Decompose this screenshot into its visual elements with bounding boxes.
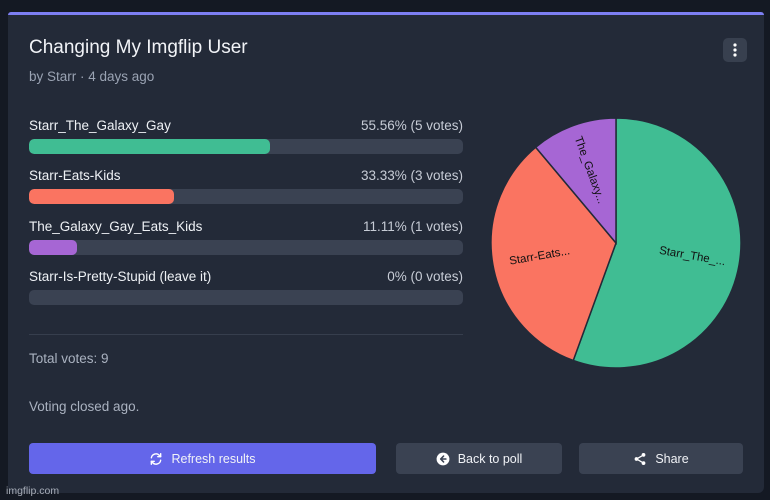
option-progress-fill (29, 240, 78, 255)
refresh-results-button[interactable]: Refresh results (29, 443, 376, 474)
more-options-button[interactable] (723, 38, 747, 62)
poll-meta: by Starr · 4 days ago (29, 69, 155, 84)
option-progress-track (29, 240, 463, 255)
pie-slice (490, 146, 617, 362)
share-label: Share (655, 451, 689, 466)
refresh-results-label: Refresh results (171, 451, 256, 466)
share-button[interactable]: Share (579, 443, 743, 474)
option-result: 11.11% (1 votes) (362, 219, 463, 234)
option-result: 0% (0 votes) (387, 269, 463, 284)
total-votes: Total votes: 9 (29, 351, 109, 366)
more-vertical-icon (733, 43, 737, 57)
arrow-left-circle-icon (436, 452, 450, 465)
option-progress-track (29, 290, 463, 305)
option-progress-track (29, 139, 463, 154)
pie-slice (572, 117, 742, 369)
option-result: 55.56% (5 votes) (360, 118, 463, 133)
back-to-poll-label: Back to poll (457, 451, 523, 466)
share-icon (634, 452, 646, 465)
pie-slice (534, 117, 617, 246)
back-to-poll-button[interactable]: Back to poll (396, 443, 562, 474)
option-progress-fill (29, 139, 271, 154)
option-progress-fill (29, 189, 174, 204)
watermark: imgflip.com (6, 485, 60, 497)
option-label: Starr_The_Galaxy_Gay (29, 118, 171, 133)
refresh-icon (151, 452, 162, 465)
results-pie-chart: Starr_The_...Starr-Eats...The_Galaxy... (490, 117, 742, 369)
option-progress-track (29, 189, 463, 204)
option-label: Starr-Is-Pretty-Stupid (leave it) (29, 269, 212, 284)
option-result: 33.33% (3 votes) (360, 168, 463, 183)
option-label: The_Galaxy_Gay_Eats_Kids (29, 219, 203, 234)
poll-results-card: Changing My Imgflip User by Starr · 4 da… (8, 15, 764, 493)
voting-status: Voting closed ago. (29, 399, 140, 414)
divider (29, 334, 463, 335)
poll-title: Changing My Imgflip User (29, 37, 248, 58)
card-accent-bar (8, 12, 764, 16)
option-label: Starr-Eats-Kids (29, 168, 121, 183)
